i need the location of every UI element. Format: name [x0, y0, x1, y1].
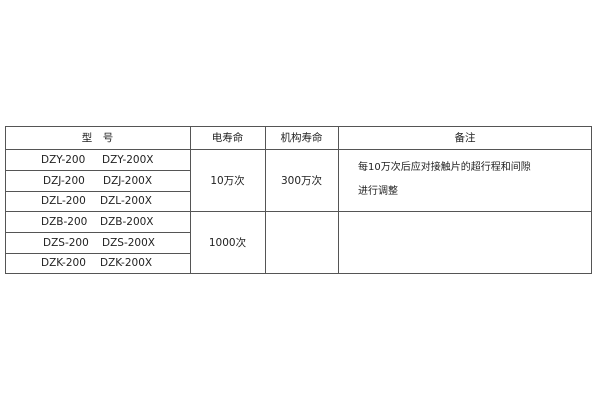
border — [5, 273, 592, 274]
note-group-1: 每10万次后应对接触片的超行程和间隙 进行调整 — [358, 156, 531, 204]
note-line: 每10万次后应对接触片的超行程和间隙 — [358, 162, 531, 173]
border — [190, 126, 191, 274]
model-a: DZL-200 — [41, 195, 86, 207]
table-row: DZK-200 DZK-200X — [5, 253, 190, 273]
border — [5, 232, 190, 233]
header-electrical-life: 电寿命 — [211, 132, 244, 144]
border — [5, 149, 592, 150]
model-b: DZK-200X — [100, 257, 153, 269]
table-row: DZS-200 DZS-200X — [5, 232, 190, 253]
model-a: DZK-200 — [41, 257, 86, 269]
table-row: DZL-200 DZL-200X — [5, 191, 190, 211]
table-row: DZY-200 DZY-200X — [5, 149, 190, 170]
border — [591, 126, 592, 274]
model-b: DZS-200X — [102, 236, 155, 249]
model-a: DZS-200 — [43, 236, 89, 249]
border — [5, 126, 6, 274]
model-b: DZJ-200X — [103, 174, 153, 187]
header-note: 备注 — [454, 132, 476, 144]
mechanical-life-group-2 — [265, 211, 338, 273]
header-model: 型 号 — [81, 132, 114, 144]
model-a: DZJ-200 — [43, 174, 85, 187]
border — [5, 191, 190, 192]
model-a: DZB-200 — [41, 215, 88, 228]
model-b: DZL-200X — [100, 195, 152, 207]
note-line: 进行调整 — [358, 186, 398, 197]
header-mechanical-life: 机构寿命 — [280, 132, 323, 144]
table-row: DZB-200 DZB-200X — [5, 211, 190, 232]
border — [5, 253, 190, 254]
border — [5, 170, 190, 171]
border — [265, 126, 266, 274]
model-b: DZY-200X — [102, 153, 154, 166]
electrical-life-group-2: 1000次 — [208, 236, 247, 249]
table-row: DZJ-200 DZJ-200X — [5, 170, 190, 191]
mechanical-life-group-1: 300万次 — [280, 174, 323, 187]
border — [5, 126, 592, 127]
border — [5, 211, 592, 212]
model-a: DZY-200 — [41, 153, 86, 166]
electrical-life-group-1: 10万次 — [210, 174, 245, 187]
model-b: DZB-200X — [100, 215, 154, 228]
border — [338, 126, 339, 274]
